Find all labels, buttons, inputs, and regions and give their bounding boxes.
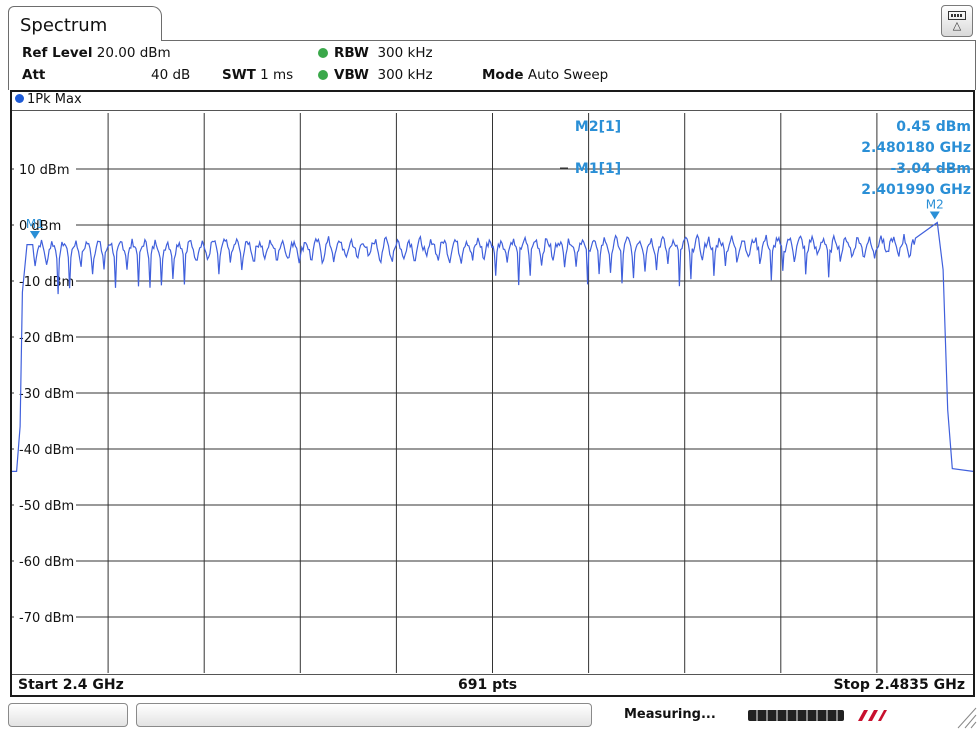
- status-field-2[interactable]: [136, 703, 592, 727]
- swt-label: SWT: [222, 67, 256, 83]
- measuring-status: Measuring...: [624, 707, 716, 722]
- rbw: RBW 300 kHz: [318, 45, 433, 61]
- mode-label: Mode: [482, 67, 524, 83]
- spectrum-display[interactable]: [10, 90, 975, 697]
- status-bar: Measuring...: [0, 699, 979, 731]
- frame-right: [975, 40, 976, 90]
- status-field-1[interactable]: [8, 703, 128, 727]
- vbw-label: VBW: [334, 67, 369, 83]
- triangle-up-icon: △: [952, 19, 962, 32]
- progress-bar: [748, 710, 844, 721]
- stop-frequency: Stop 2.4835 GHz: [833, 677, 965, 693]
- sweep-footer: Start 2.4 GHz 691 pts Stop 2.4835 GHz: [12, 674, 973, 696]
- start-frequency: Start 2.4 GHz: [18, 677, 124, 693]
- ref-level-label: Ref Level: [22, 45, 93, 61]
- trace-bar: 1Pk Max: [12, 92, 973, 111]
- mode-value: Auto Sweep: [527, 67, 609, 83]
- trace-label: 1Pk Max: [27, 92, 82, 107]
- battery-toggle-button[interactable]: △: [941, 5, 973, 37]
- tab-spectrum-label: Spectrum: [20, 15, 108, 36]
- rs-logo-icon: [856, 709, 888, 722]
- vbw: VBW 300 kHz: [318, 67, 433, 83]
- rbw-indicator-icon: [318, 48, 328, 58]
- vbw-indicator-icon: [318, 70, 328, 80]
- sweep-points: 691 pts: [458, 677, 518, 693]
- att-label-wrap: Att: [22, 67, 45, 83]
- tab-spectrum[interactable]: Spectrum: [8, 6, 162, 41]
- vbw-value: 300 kHz: [377, 67, 433, 83]
- frame-left: [8, 40, 9, 90]
- battery-icon: [948, 11, 966, 20]
- swt: SWT 1 ms: [222, 67, 293, 83]
- tab-divider: [160, 40, 976, 41]
- ref-level-value: 20.00 dBm: [96, 45, 171, 61]
- trace-dot-icon: [15, 94, 24, 103]
- att-value: 40 dB: [151, 67, 191, 83]
- ref-level: Ref Level 20.00 dBm: [22, 45, 171, 61]
- rbw-label: RBW: [334, 45, 369, 61]
- att-label: Att: [22, 67, 46, 83]
- resize-grip-icon[interactable]: [955, 705, 977, 729]
- rbw-value: 300 kHz: [377, 45, 433, 61]
- mode: Mode Auto Sweep: [482, 67, 608, 83]
- swt-value: 1 ms: [260, 67, 294, 83]
